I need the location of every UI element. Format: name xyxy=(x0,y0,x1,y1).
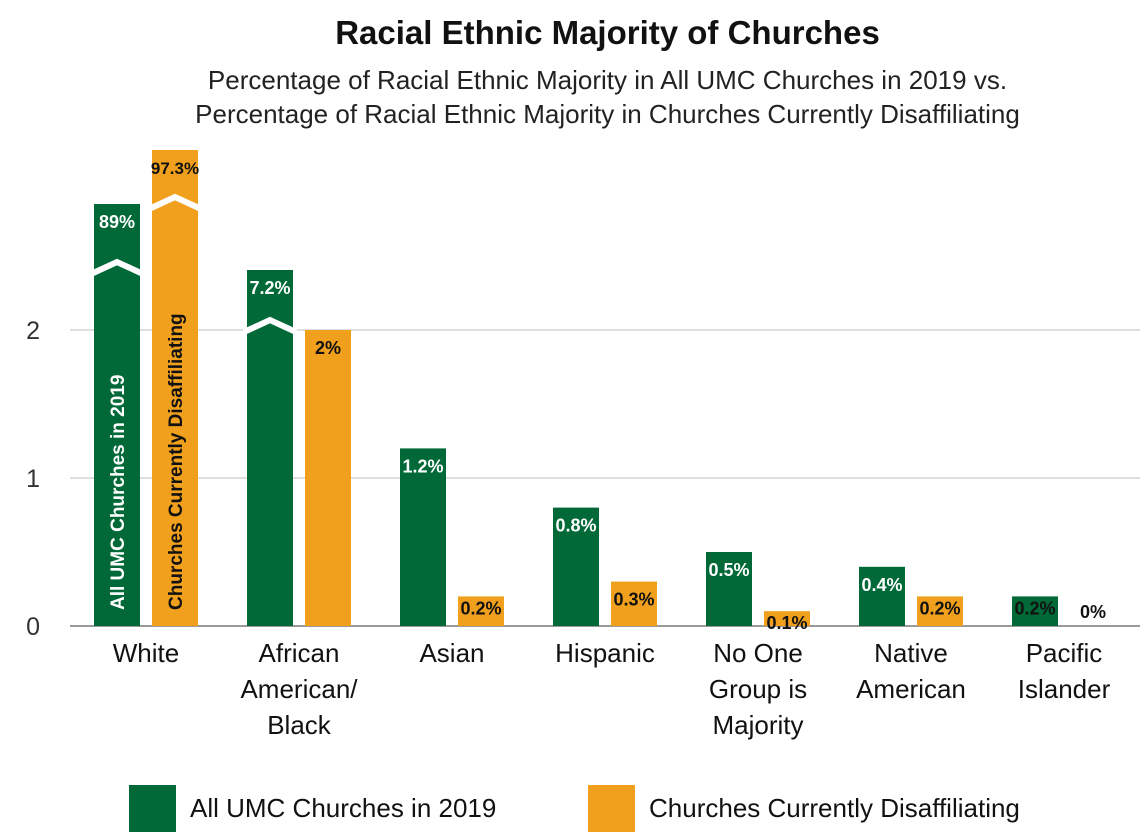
bar-disaffiliating-3 xyxy=(611,581,657,626)
x-category-label: Asian xyxy=(419,638,484,668)
bar-disaffiliating-1 xyxy=(305,330,351,626)
data-label-disaffiliating-2: 0.2% xyxy=(460,598,501,618)
bar-umc-2019-0 xyxy=(94,204,140,626)
x-category-label-line: Pacific xyxy=(1026,638,1103,668)
in-bar-label-disaffiliating: Churches Currently Disaffiliating xyxy=(166,313,187,610)
x-category-label-line: White xyxy=(113,638,179,668)
bar-umc-2019-5 xyxy=(859,566,905,626)
data-label-umc-2019-4: 0.5% xyxy=(708,560,749,580)
bar-disaffiliating-4 xyxy=(764,611,810,626)
axis-break-mark xyxy=(89,258,145,277)
chart-subtitle: Percentage of Racial Ethnic Majority in … xyxy=(0,63,1145,131)
legend: All UMC Churches in 2019 Churches Curren… xyxy=(0,785,1145,835)
x-category-label: Pacific Islander xyxy=(1018,638,1111,704)
data-label-umc-2019-3: 0.8% xyxy=(555,516,596,536)
in-bar-label-umc-2019: All UMC Churches in 2019 xyxy=(108,375,129,610)
x-category-label-line: African xyxy=(259,638,340,668)
data-label-disaffiliating-3: 0.3% xyxy=(613,590,654,610)
bar-chart: 0 1 2 89% 97.3% White 7.2% 2% African American/Bl… xyxy=(26,150,1140,740)
bar-disaffiliating-5 xyxy=(917,596,963,626)
data-label-umc-2019-0: 89% xyxy=(99,212,135,232)
x-category-label: African American/Black xyxy=(240,638,358,740)
chart-title: Racial Ethnic Majority of Churches xyxy=(335,14,880,51)
x-category-label-line: Asian xyxy=(419,638,484,668)
legend-swatch-disaffiliating xyxy=(588,785,635,832)
data-label-umc-2019-1: 7.2% xyxy=(249,278,290,298)
data-label-umc-2019-6: 0.2% xyxy=(1014,598,1055,618)
axis-break-mark xyxy=(242,316,298,335)
x-category-label: White xyxy=(113,638,179,668)
bar-umc-2019-4 xyxy=(706,552,752,626)
x-category-label-line: American xyxy=(856,674,966,704)
y-tick-label: 0 xyxy=(26,613,40,641)
bar-disaffiliating-0 xyxy=(152,150,198,626)
x-category-label-line: Group is xyxy=(709,674,807,704)
x-category-label-line: Majority xyxy=(712,710,803,740)
data-label-disaffiliating-1: 2% xyxy=(315,338,341,358)
data-label-disaffiliating-6: 0% xyxy=(1080,602,1106,622)
legend-item-umc-2019: All UMC Churches in 2019 xyxy=(129,785,496,832)
subtitle-line-2: Percentage of Racial Ethnic Majority in … xyxy=(195,99,1020,129)
legend-label-disaffiliating: Churches Currently Disaffiliating xyxy=(649,793,1020,823)
x-category-label-line: Islander xyxy=(1018,674,1111,704)
data-label-umc-2019-2: 1.2% xyxy=(402,456,443,476)
legend-swatch-umc-2019 xyxy=(129,785,176,832)
x-category-label-line: Black xyxy=(267,710,332,740)
data-label-disaffiliating-5: 0.2% xyxy=(919,598,960,618)
data-label-disaffiliating-0: 97.3% xyxy=(151,159,199,178)
x-category-label: No One Group is Majority xyxy=(709,638,807,740)
x-category-label-line: American/ xyxy=(240,674,358,704)
subtitle-line-1: Percentage of Racial Ethnic Majority in … xyxy=(207,65,1008,95)
bar-umc-2019-2 xyxy=(400,448,446,626)
y-tick-label: 1 xyxy=(26,465,40,493)
bar-umc-2019-3 xyxy=(553,507,599,626)
axis-break-mark xyxy=(147,193,203,212)
bar-disaffiliating-2 xyxy=(458,596,504,626)
bar-umc-2019-1 xyxy=(247,270,293,626)
data-label-disaffiliating-4: 0.1% xyxy=(766,613,807,633)
bar-umc-2019-6 xyxy=(1012,596,1058,626)
y-tick-label: 2 xyxy=(26,317,40,345)
data-label-umc-2019-5: 0.4% xyxy=(861,575,902,595)
x-category-label-line: Hispanic xyxy=(555,638,655,668)
legend-label-umc-2019: All UMC Churches in 2019 xyxy=(190,793,497,823)
x-category-label: Native American xyxy=(856,638,966,704)
x-category-label: Hispanic xyxy=(555,638,655,668)
x-category-label-line: Native xyxy=(874,638,948,668)
x-category-label-line: No One xyxy=(713,638,803,668)
legend-item-disaffiliating: Churches Currently Disaffiliating xyxy=(588,785,1020,832)
